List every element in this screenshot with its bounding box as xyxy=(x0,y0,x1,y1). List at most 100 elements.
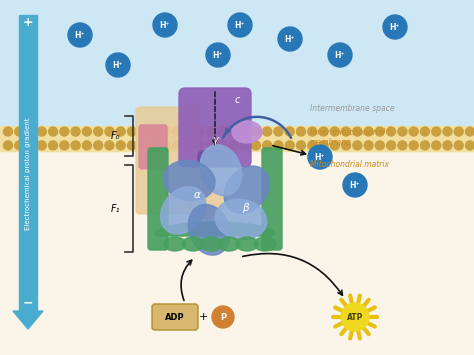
Circle shape xyxy=(328,43,352,67)
Circle shape xyxy=(387,127,396,136)
Text: +: + xyxy=(198,312,208,322)
Circle shape xyxy=(420,141,429,150)
Circle shape xyxy=(218,141,227,150)
Ellipse shape xyxy=(182,237,204,251)
Text: ATP: ATP xyxy=(347,312,363,322)
Bar xyxy=(0,151,474,355)
Circle shape xyxy=(240,141,249,150)
Polygon shape xyxy=(13,311,43,329)
Circle shape xyxy=(319,127,328,136)
Text: H⁺: H⁺ xyxy=(160,21,170,29)
Text: H⁺: H⁺ xyxy=(75,31,85,39)
Circle shape xyxy=(82,141,91,150)
Ellipse shape xyxy=(232,121,262,143)
Circle shape xyxy=(206,141,215,150)
Circle shape xyxy=(454,127,463,136)
Circle shape xyxy=(26,127,35,136)
Circle shape xyxy=(106,53,130,77)
Ellipse shape xyxy=(163,160,215,201)
Bar xyxy=(0,0,474,126)
Circle shape xyxy=(240,127,249,136)
Text: F₁: F₁ xyxy=(110,203,120,213)
Ellipse shape xyxy=(161,187,206,234)
Circle shape xyxy=(139,127,148,136)
Circle shape xyxy=(308,127,317,136)
Circle shape xyxy=(296,127,305,136)
Circle shape xyxy=(15,141,24,150)
Circle shape xyxy=(353,127,362,136)
Circle shape xyxy=(285,127,294,136)
Circle shape xyxy=(128,127,137,136)
Text: F₀: F₀ xyxy=(110,131,120,141)
Text: Intermembrane space: Intermembrane space xyxy=(310,104,395,113)
Circle shape xyxy=(229,127,238,136)
Circle shape xyxy=(343,173,367,197)
Circle shape xyxy=(398,141,407,150)
Circle shape xyxy=(274,127,283,136)
Ellipse shape xyxy=(200,145,242,196)
Circle shape xyxy=(342,141,351,150)
Ellipse shape xyxy=(188,204,230,255)
Circle shape xyxy=(161,141,170,150)
FancyBboxPatch shape xyxy=(179,88,251,167)
Circle shape xyxy=(116,141,125,150)
Circle shape xyxy=(251,127,260,136)
Circle shape xyxy=(364,127,373,136)
Circle shape xyxy=(432,141,441,150)
Circle shape xyxy=(341,303,369,331)
Circle shape xyxy=(94,141,103,150)
Circle shape xyxy=(454,141,463,150)
Circle shape xyxy=(218,127,227,136)
Circle shape xyxy=(195,141,204,150)
Text: H⁺: H⁺ xyxy=(213,50,223,60)
Circle shape xyxy=(173,141,182,150)
Circle shape xyxy=(48,127,57,136)
Circle shape xyxy=(105,141,114,150)
Text: H⁺: H⁺ xyxy=(113,60,123,70)
Polygon shape xyxy=(155,222,275,236)
Text: P: P xyxy=(220,312,226,322)
Circle shape xyxy=(465,141,474,150)
Text: γ: γ xyxy=(212,135,218,145)
Text: H⁺: H⁺ xyxy=(285,34,295,44)
Circle shape xyxy=(184,141,193,150)
Text: ADP: ADP xyxy=(165,312,185,322)
Circle shape xyxy=(420,127,429,136)
Text: β: β xyxy=(242,203,248,213)
Circle shape xyxy=(296,141,305,150)
Circle shape xyxy=(330,141,339,150)
Circle shape xyxy=(37,141,46,150)
Circle shape xyxy=(173,127,182,136)
Circle shape xyxy=(60,127,69,136)
FancyBboxPatch shape xyxy=(148,148,168,250)
Circle shape xyxy=(308,141,317,150)
Circle shape xyxy=(251,141,260,150)
Circle shape xyxy=(364,141,373,150)
Text: −: − xyxy=(23,296,33,310)
Circle shape xyxy=(3,127,12,136)
Bar xyxy=(0,126,474,151)
Circle shape xyxy=(409,127,418,136)
Ellipse shape xyxy=(200,237,222,251)
Circle shape xyxy=(342,127,351,136)
Text: membrane: membrane xyxy=(310,137,352,147)
Ellipse shape xyxy=(218,237,240,251)
Circle shape xyxy=(443,127,452,136)
FancyBboxPatch shape xyxy=(139,125,167,169)
Circle shape xyxy=(353,141,362,150)
Circle shape xyxy=(116,127,125,136)
Ellipse shape xyxy=(224,166,269,213)
Circle shape xyxy=(15,127,24,136)
Text: Mitochondrial matrix: Mitochondrial matrix xyxy=(310,160,389,169)
Circle shape xyxy=(184,127,193,136)
Circle shape xyxy=(3,141,12,150)
Ellipse shape xyxy=(215,199,267,240)
Circle shape xyxy=(330,127,339,136)
Circle shape xyxy=(150,127,159,136)
FancyBboxPatch shape xyxy=(198,151,232,165)
Circle shape xyxy=(68,23,92,47)
Circle shape xyxy=(383,15,407,39)
Circle shape xyxy=(128,141,137,150)
Circle shape xyxy=(228,13,252,37)
Circle shape xyxy=(212,306,234,328)
